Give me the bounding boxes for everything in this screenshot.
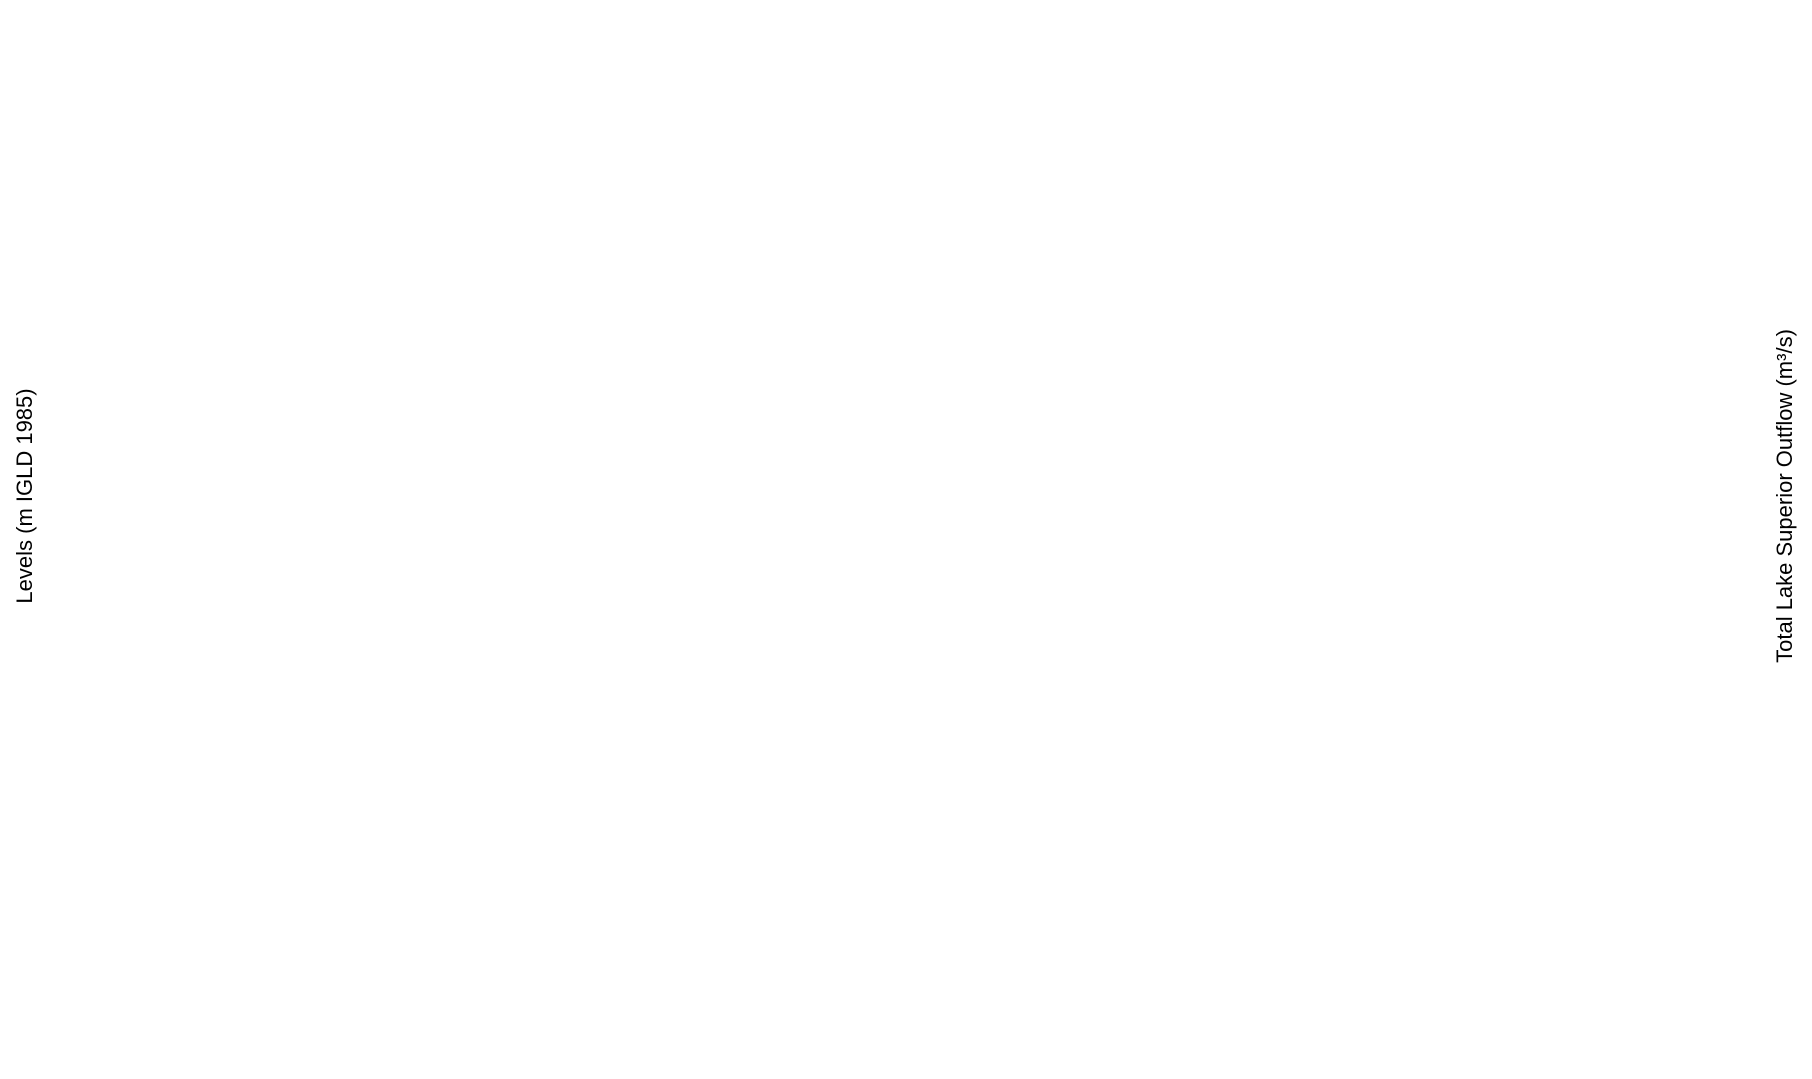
- y-axis-title: Levels (m IGLD 1985): [12, 388, 37, 603]
- y2-axis-title: Total Lake Superior Outflow (m³/s): [1772, 329, 1797, 663]
